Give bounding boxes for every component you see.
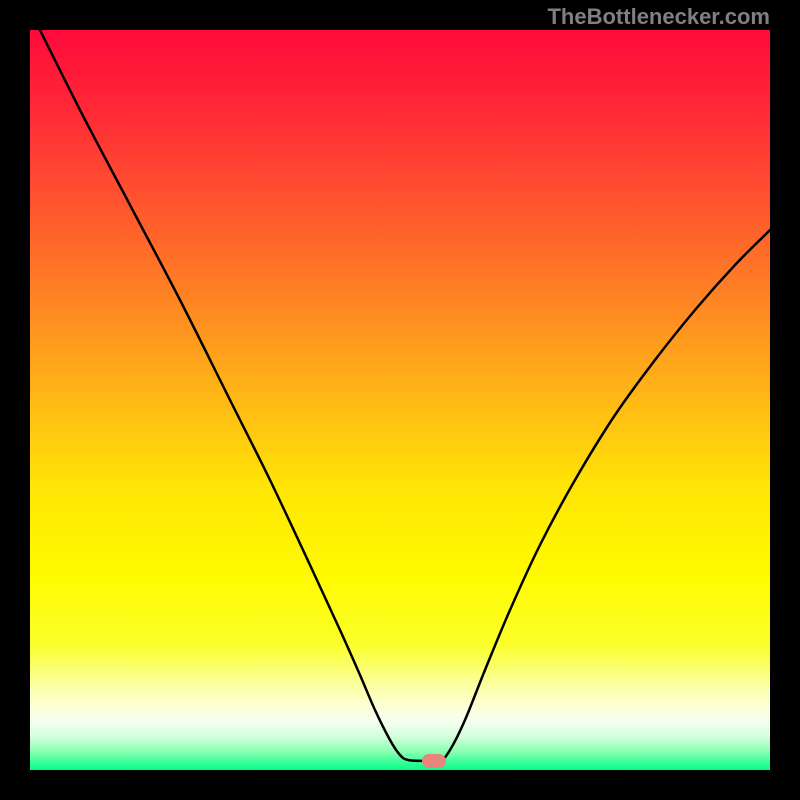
minimum-marker	[422, 754, 446, 768]
frame-border-right	[770, 0, 800, 800]
frame-border-left	[0, 0, 30, 800]
frame-border-bottom	[0, 770, 800, 800]
gradient-and-curve-svg	[30, 30, 770, 770]
chart-frame: TheBottlenecker.com	[0, 0, 800, 800]
gradient-background	[30, 30, 770, 770]
plot-area	[30, 30, 770, 770]
watermark-text: TheBottlenecker.com	[547, 4, 770, 30]
